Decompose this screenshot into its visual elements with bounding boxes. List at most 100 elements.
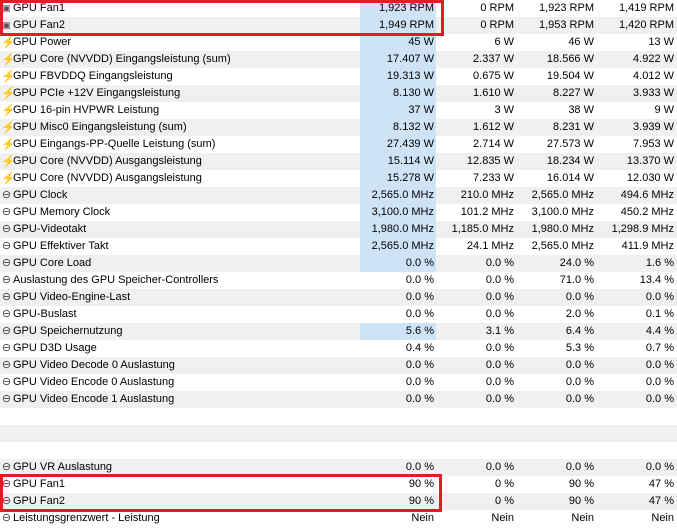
sensor-name: GPU Video Decode 0 Auslastung <box>13 359 175 371</box>
sensor-row[interactable]: ▣ GPU Fan1 1,923 RPM 0 RPM 1,923 RPM 1,419 RP… <box>0 0 677 17</box>
value-bar <box>360 153 436 170</box>
sensor-row[interactable]: ⊖ GPU Video Decode 0 Auslastung 0.0 % 0.0 %… <box>0 357 677 374</box>
gauge-icon: ⊖ <box>1 342 12 354</box>
min-value: 1.610 W <box>473 87 514 99</box>
bolt-icon: ⚡ <box>1 137 12 151</box>
max-value: 2.0 % <box>565 308 594 320</box>
average-value: 47 % <box>648 478 674 490</box>
gauge-icon: ⊖ <box>1 512 12 524</box>
sensor-row[interactable]: ⊖ GPU Core Load 0.0 % 0.0 % 24.0 % 1.6 % <box>0 255 677 272</box>
sensor-name: Auslastung des GPU Speicher-Controllers <box>13 274 219 286</box>
max-value: 0.0 % <box>565 359 594 371</box>
average-value: 0.0 % <box>645 393 674 405</box>
min-value: 24.1 MHz <box>466 240 514 252</box>
sensor-row[interactable]: ⊖ GPU Effektiver Takt 2,565.0 MHz 24.1 MHz 2… <box>0 238 677 255</box>
min-value: 0.0 % <box>485 274 514 286</box>
sensor-row[interactable]: ⚡ GPU Eingangs-PP-Quelle Leistung (sum) 27… <box>0 136 677 153</box>
max-value: 0.0 % <box>565 291 594 303</box>
current-value: Nein <box>411 512 434 524</box>
average-value: 12.030 W <box>626 172 674 184</box>
sensor-row[interactable]: ⚡ GPU Misc0 Eingangsleistung (sum) 8.132 W… <box>0 119 677 136</box>
sensor-row[interactable]: ⊖ GPU Memory Clock 3,100.0 MHz 101.2 MHz 3,1… <box>0 204 677 221</box>
average-value: 0.0 % <box>645 376 674 388</box>
average-value: 7.953 W <box>633 138 674 150</box>
current-value: 3,100.0 MHz <box>371 206 434 218</box>
average-value: 0.7 % <box>645 342 674 354</box>
value-bar <box>360 255 436 272</box>
sensor-name: GPU Effektiver Takt <box>13 240 109 252</box>
sensor-row[interactable]: ▣ GPU Fan2 1,949 RPM 0 RPM 1,953 RPM 1,420 RP… <box>0 17 677 34</box>
average-value: 1,419 RPM <box>618 2 674 14</box>
sensor-row[interactable]: ⊖ GPU-Videotakt 1,980.0 MHz 1,185.0 MHz 1,98… <box>0 221 677 238</box>
sensor-row[interactable]: ⊖ GPU Speichernutzung 5.6 % 3.1 % 6.4 % 4.4 % <box>0 323 677 340</box>
min-value: 1,185.0 MHz <box>451 223 514 235</box>
sensor-row[interactable]: ⚡ GPU Power 45 W 6 W 46 W 13 W <box>0 34 677 51</box>
sensor-row[interactable]: ⚡ GPU FBVDDQ Eingangsleistung 19.313 W 0.67… <box>0 68 677 85</box>
gauge-icon: ⊖ <box>1 359 12 371</box>
current-value: 0.0 % <box>405 257 434 269</box>
value-bar <box>360 51 436 68</box>
bolt-icon: ⚡ <box>1 154 12 168</box>
sensor-name: GPU PCIe +12V Eingangsleistung <box>13 87 181 99</box>
sensor-row[interactable]: ⊖ GPU-Buslast 0.0 % 0.0 % 2.0 % 0.1 % <box>0 306 677 323</box>
gauge-icon: ⊖ <box>1 308 12 320</box>
sensor-row[interactable]: ⊖ GPU Video-Engine-Last 0.0 % 0.0 % 0.0 % 0.0… <box>0 289 677 306</box>
sensor-row[interactable]: ⚡ GPU Core (NVVDD) Eingangsleistung (sum)… <box>0 51 677 68</box>
bolt-icon: ⚡ <box>1 86 12 100</box>
min-value: 6 W <box>494 36 514 48</box>
sensor-row[interactable]: ⊖ GPU Video Encode 0 Auslastung 0.0 % 0.0 %… <box>0 374 677 391</box>
sensor-row[interactable]: ⊖ GPU Fan1 90 % 0 % 90 % 47 % <box>0 476 677 493</box>
sensor-row[interactable]: ⚡ GPU Core (NVVDD) Ausgangsleistung 15.114… <box>0 153 677 170</box>
gauge-icon: ⊖ <box>1 376 12 388</box>
sensor-row[interactable]: ⊖ GPU VR Auslastung 0.0 % 0.0 % 0.0 % 0.0 % <box>0 459 677 476</box>
average-value: 4.922 W <box>633 53 674 65</box>
value-bar <box>360 136 436 153</box>
min-value: 0.675 W <box>473 70 514 82</box>
average-value: 13.4 % <box>639 274 674 286</box>
min-value: Nein <box>491 512 514 524</box>
sensor-row[interactable]: ⊖ GPU Fan2 90 % 0 % 90 % 47 % <box>0 493 677 510</box>
blank-row[interactable] <box>0 442 677 459</box>
blank-row[interactable] <box>0 408 677 425</box>
gauge-icon: ⊖ <box>1 189 12 201</box>
average-value: 0.0 % <box>645 359 674 371</box>
min-value: 101.2 MHz <box>460 206 514 218</box>
sensor-row[interactable]: ⚡ GPU PCIe +12V Eingangsleistung 8.130 W 1.… <box>0 85 677 102</box>
sensor-row[interactable]: ⊖ GPU D3D Usage 0.4 % 0.0 % 5.3 % 0.7 % <box>0 340 677 357</box>
min-value: 0.0 % <box>485 393 514 405</box>
sensor-name: GPU Speichernutzung <box>13 325 123 337</box>
sensor-row[interactable]: ⊖ GPU Video Encode 1 Auslastung 0.0 % 0.0 %… <box>0 391 677 408</box>
current-value: 0.0 % <box>405 359 434 371</box>
sensor-name: GPU Eingangs-PP-Quelle Leistung (sum) <box>13 138 216 150</box>
sensor-row[interactable]: ⊖ GPU Clock 2,565.0 MHz 210.0 MHz 2,565.0 MH… <box>0 187 677 204</box>
sensor-row[interactable]: ⚡ GPU Core (NVVDD) Ausgangsleistung 15.278… <box>0 170 677 187</box>
sensor-row[interactable]: ⚡ GPU 16-pin HVPWR Leistung 37 W 3 W 38 W 9 W <box>0 102 677 119</box>
gauge-icon: ⊖ <box>1 461 12 473</box>
max-value: 8.231 W <box>553 121 594 133</box>
average-value: 4.012 W <box>633 70 674 82</box>
current-value: 8.132 W <box>393 121 434 133</box>
current-value: 8.130 W <box>393 87 434 99</box>
min-value: 0.0 % <box>485 342 514 354</box>
bolt-icon: ⚡ <box>1 69 12 83</box>
min-value: 12.835 W <box>466 155 514 167</box>
min-value: 2.714 W <box>473 138 514 150</box>
blank-row[interactable] <box>0 425 677 442</box>
sensor-name: GPU FBVDDQ Eingangsleistung <box>13 70 173 82</box>
average-value: 1.6 % <box>645 257 674 269</box>
value-bar <box>360 85 436 102</box>
max-value: 18.234 W <box>546 155 594 167</box>
max-value: 1,923 RPM <box>538 2 594 14</box>
min-value: 1.612 W <box>473 121 514 133</box>
gauge-icon: ⊖ <box>1 274 12 286</box>
sensor-row[interactable]: ⊖ Auslastung des GPU Speicher-Controllers… <box>0 272 677 289</box>
sensor-name: GPU Core (NVVDD) Ausgangsleistung <box>13 155 202 167</box>
sensor-name: GPU Video-Engine-Last <box>13 291 131 303</box>
sensor-name: GPU Fan1 <box>13 2 65 14</box>
current-value: 37 W <box>408 104 434 116</box>
value-bar <box>360 323 436 340</box>
min-value: 0.0 % <box>485 291 514 303</box>
sensor-name: GPU Fan2 <box>13 495 65 507</box>
sensor-row[interactable]: ⊖ Leistungsgrenzwert - Leistung Nein Nein Ne… <box>0 510 677 527</box>
